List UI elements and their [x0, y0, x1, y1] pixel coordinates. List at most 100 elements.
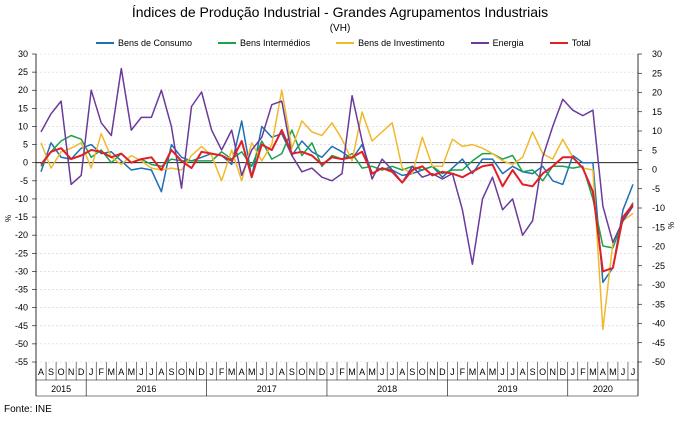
x-tick-label-month: J	[380, 367, 385, 377]
chart-subtitle: (VH)	[329, 23, 351, 34]
y-tick-label-right: 5	[652, 145, 657, 155]
y-tick-label-left: -50	[15, 339, 28, 349]
series-lines	[40, 67, 634, 331]
x-tick-label-month: J	[139, 367, 144, 377]
x-tick-label-month: S	[409, 367, 415, 377]
x-tick-label-month: A	[399, 367, 405, 377]
x-tick-label-month: A	[359, 367, 365, 377]
x-tick-label-month: M	[589, 367, 597, 377]
x-tick-label-month: J	[450, 367, 455, 377]
series-line-bens-de-consumo	[40, 120, 634, 284]
y-tick-label-right: 30	[652, 49, 662, 59]
x-tick-label-month: A	[600, 367, 606, 377]
x-tick-label-month: N	[309, 367, 316, 377]
y-axis-left-ticks: 30 25 20 15 10 5 0 -5 -10 -15 -20 -25 -30 -35 -40 -45 -5…	[15, 49, 36, 367]
y-tick-label-right: -10	[652, 203, 665, 213]
y-tick-label-right: -25	[652, 261, 665, 271]
x-tick-label-month: J	[209, 367, 214, 377]
y-tick-label-left: -35	[15, 285, 28, 295]
x-tick-label-month: D	[78, 367, 85, 377]
y-tick-label-left: 0	[23, 158, 28, 168]
y-tick-label-left: 5	[23, 140, 28, 150]
x-tick-label-month: J	[621, 367, 626, 377]
x-tick-label-month: J	[631, 367, 636, 377]
y-tick-label-left: -5	[20, 176, 28, 186]
x-tick-label-month: A	[520, 367, 526, 377]
x-tick-label-month: F	[339, 367, 345, 377]
y-tick-label-right: -15	[652, 222, 665, 232]
x-tick-label-month: F	[219, 367, 225, 377]
x-tick-label-month: J	[330, 367, 335, 377]
y-tick-label-left: -15	[15, 212, 28, 222]
x-tick-label-month: S	[48, 367, 54, 377]
legend-item: Total	[549, 38, 591, 48]
y-tick-label-left: -20	[15, 230, 28, 240]
x-tick-label-month: J	[510, 367, 515, 377]
x-tick-label-month: J	[260, 367, 265, 377]
y-tick-label-left: -30	[15, 266, 28, 276]
legend-label: Bens Intermédios	[240, 38, 311, 48]
legend-swatch	[218, 42, 237, 44]
x-tick-label-year: 2016	[136, 384, 156, 394]
y-tick-label-right: -5	[652, 184, 660, 194]
x-tick-label-month: N	[549, 367, 556, 377]
x-tick-label-year: 2015	[51, 384, 71, 394]
x-tick-label-year: 2018	[377, 384, 397, 394]
x-tick-label-year: 2020	[593, 384, 613, 394]
x-tick-label-month: M	[248, 367, 256, 377]
y-axis-right-ticks: 30 25 20 15 10 5 0 -5 -10 -15 -20 -25 -30 -35 -40 -45 -5…	[638, 49, 665, 367]
x-tick-label-month: S	[530, 367, 536, 377]
x-tick-label-month: O	[298, 367, 305, 377]
x-tick-label-month: F	[98, 367, 104, 377]
axes	[35, 54, 639, 397]
legend-swatch	[336, 42, 355, 44]
series-line-energia	[40, 67, 634, 265]
y-tick-label-right: 15	[652, 107, 662, 117]
x-tick-label-month: M	[609, 367, 617, 377]
chart-title: Índices de Produção Industrial - Grandes…	[131, 4, 549, 20]
x-tick-label-month: M	[108, 367, 116, 377]
x-tick-label-month: D	[439, 367, 446, 377]
x-tick-label-month: O	[58, 367, 65, 377]
x-tick-label-month: N	[429, 367, 436, 377]
y-tick-label-right: 10	[652, 126, 662, 136]
x-tick-label-month: O	[419, 367, 426, 377]
x-tick-label-month: D	[319, 367, 326, 377]
legend-label: Bens de Consumo	[118, 38, 193, 48]
legend-item: Bens de Investimento	[336, 38, 445, 48]
x-tick-label-month: J	[149, 367, 154, 377]
legend-item: Bens de Consumo	[96, 38, 192, 48]
x-tick-label-month: O	[539, 367, 546, 377]
x-tick-label-month: N	[68, 367, 75, 377]
x-tick-label-month: O	[178, 367, 185, 377]
y-tick-label-left: -40	[15, 303, 28, 313]
series-line-bens-de-investimento	[40, 89, 634, 331]
legend-swatch	[470, 42, 489, 44]
y-tick-label-left: 15	[18, 103, 28, 113]
source-note: Fonte: INE	[4, 404, 52, 415]
y-tick-label-right: -30	[652, 280, 665, 290]
legend-swatch	[549, 42, 568, 44]
legend: Bens de Consumo Bens Intermédios Bens de I…	[96, 36, 617, 50]
y-tick-label-left: -25	[15, 248, 28, 258]
x-tick-label-month: A	[38, 367, 44, 377]
y-tick-label-right: -50	[652, 357, 665, 367]
x-tick-label-month: A	[479, 367, 485, 377]
y-tick-label-right: 25	[652, 68, 662, 78]
x-tick-label-year: 2017	[257, 384, 277, 394]
legend-label: Energia	[492, 38, 524, 48]
legend-swatch	[96, 42, 114, 44]
x-tick-label-month: M	[348, 367, 356, 377]
x-tick-label-month: A	[118, 367, 124, 377]
x-tick-label-month: M	[128, 367, 136, 377]
x-tick-label-month: D	[198, 367, 205, 377]
series-line-total	[40, 129, 634, 273]
x-tick-label-month: A	[279, 367, 285, 377]
y-tick-label-right: 20	[652, 88, 662, 98]
x-tick-label-month: D	[560, 367, 567, 377]
y-tick-label-right: 0	[652, 165, 657, 175]
x-tick-label-month: J	[571, 367, 576, 377]
y-tick-label-right: -45	[652, 338, 665, 348]
x-tick-label-month: J	[270, 367, 275, 377]
legend-item: Bens Intermédios	[218, 38, 310, 48]
